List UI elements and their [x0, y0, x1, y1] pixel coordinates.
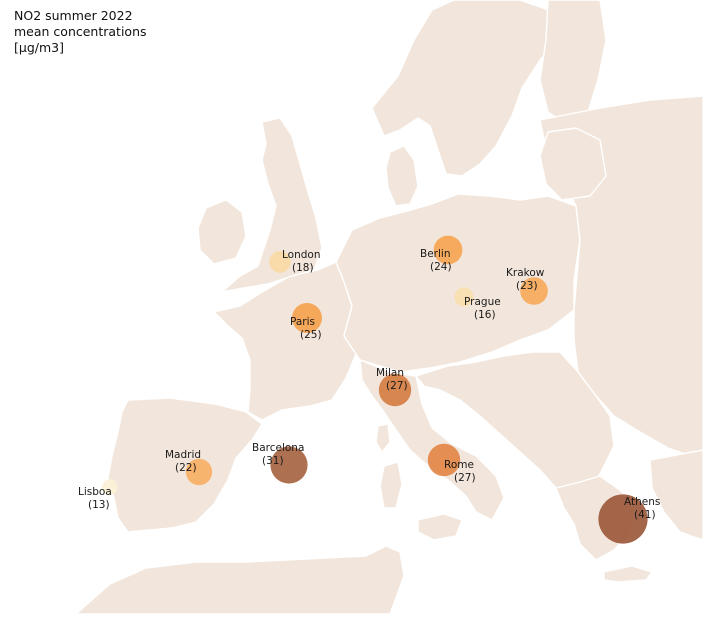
- city-value-label: (13): [88, 499, 110, 511]
- city-bubble: [520, 277, 548, 305]
- land-britain: [221, 117, 323, 293]
- land-denmark: [385, 145, 419, 207]
- land-sicily: [417, 513, 463, 541]
- land-central: [335, 193, 581, 373]
- land-sardinia: [379, 461, 403, 509]
- city-berlin: Berlin(24): [420, 235, 463, 273]
- city-name-label: Athens: [624, 496, 660, 508]
- city-name-label: Krakow: [506, 267, 545, 279]
- city-bubble: [270, 446, 308, 484]
- legend-line-2: mean concentrations: [14, 24, 147, 39]
- land-corsica: [375, 423, 391, 453]
- city-bubble: [378, 373, 412, 407]
- city-bubble: [454, 287, 474, 307]
- city-value-label: (27): [454, 472, 476, 484]
- city-value-label: (18): [292, 262, 314, 274]
- city-value-label: (31): [262, 455, 284, 467]
- city-paris: Paris(25): [290, 303, 322, 341]
- city-name-label: Paris: [290, 316, 315, 328]
- city-bubble: [427, 443, 461, 477]
- city-barcelona: Barcelona(31): [252, 442, 308, 484]
- land-iberia: [107, 397, 263, 533]
- city-value-label: (25): [300, 329, 322, 341]
- city-value-label: (23): [516, 280, 538, 292]
- city-name-label: Rome: [444, 459, 474, 471]
- city-value-label: (22): [175, 462, 197, 474]
- land-crete: [603, 565, 653, 583]
- city-value-label: (24): [430, 261, 452, 273]
- city-name-label: Lisboa: [78, 486, 112, 498]
- city-krakow: Krakow(23): [506, 267, 548, 305]
- legend-line-1: NO2 summer 2022: [14, 8, 133, 23]
- city-bubble: [598, 494, 648, 544]
- city-lisboa: Lisboa(13): [78, 479, 118, 511]
- city-name-label: Berlin: [420, 248, 450, 260]
- land-finland: [539, 0, 607, 127]
- city-rome: Rome(27): [427, 443, 476, 484]
- city-value-label: (16): [474, 309, 496, 321]
- city-london: London(18): [269, 249, 321, 274]
- city-prague: Prague(16): [454, 287, 501, 321]
- city-bubble: [433, 235, 463, 265]
- city-name-label: Milan: [376, 367, 404, 379]
- land-turkey: [649, 449, 704, 541]
- city-value-label: (27): [386, 380, 408, 392]
- city-bubble: [185, 458, 213, 486]
- city-bubble: [269, 251, 291, 273]
- city-name-label: Madrid: [165, 449, 201, 461]
- city-bubble: [102, 479, 118, 495]
- city-athens: Athens(41): [598, 494, 660, 544]
- land-baltic: [539, 127, 607, 201]
- city-name-label: Prague: [464, 296, 501, 308]
- legend-title: NO2 summer 2022 mean concentrations [µg/…: [14, 8, 147, 56]
- land-africa: [75, 545, 405, 615]
- city-markers: London(18) Paris(25) Madrid(22) Lisboa(13) B…: [78, 235, 660, 544]
- city-milan: Milan(27): [376, 367, 412, 407]
- city-name-label: Barcelona: [252, 442, 304, 454]
- city-bubble: [292, 303, 322, 333]
- land-scandinavia: [371, 0, 561, 177]
- legend-line-3: [µg/m3]: [14, 40, 64, 55]
- city-name-label: London: [282, 249, 321, 261]
- city-madrid: Madrid(22): [165, 449, 213, 486]
- land-ireland: [197, 199, 247, 265]
- city-value-label: (41): [634, 509, 656, 521]
